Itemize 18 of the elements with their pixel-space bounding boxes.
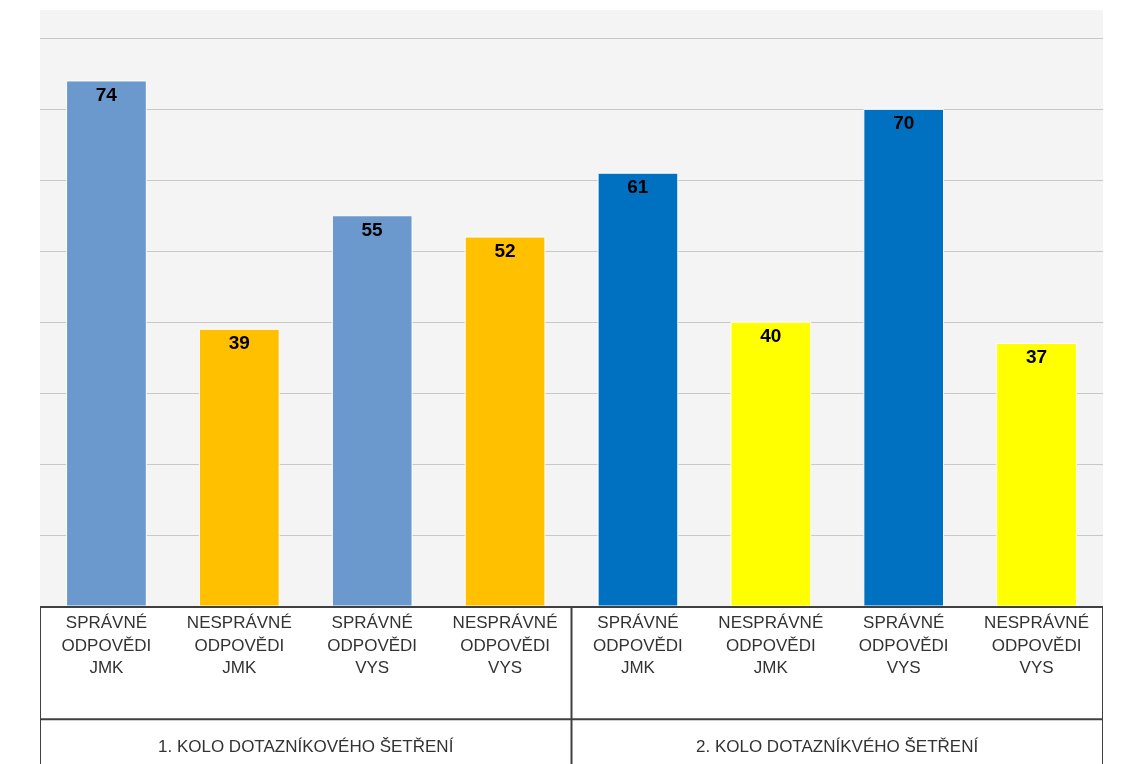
text: 2. KOLO DOTAZNÍKVÉHO ŠETŘENÍ <box>696 737 979 756</box>
data-label: 61 <box>627 176 649 198</box>
x-tick-label: NESPRÁVNÉ ODPOVĚDI VYS <box>452 613 558 677</box>
x-tick-label: SPRÁVNÉ ODPOVĚDI JMK <box>61 613 152 677</box>
data-label: 40 <box>760 325 782 347</box>
data-label: 39 <box>228 332 250 354</box>
data-label: 52 <box>494 240 516 262</box>
x-tick-label: NESPRÁVNÉ ODPOVĚDI VYS <box>984 613 1089 677</box>
x-tick-label: SPRÁVNÉ ODPOVĚDI VYS <box>327 613 418 677</box>
data-label: 37 <box>1025 346 1048 368</box>
x-tick-label: NESPRÁVNÉ ODPOVĚDI JMK <box>718 613 824 677</box>
data-label: 70 <box>893 112 915 134</box>
x-tick-label: SPRÁVNÉ ODPOVĚDI JMK <box>593 613 683 677</box>
x-tick-label: SPRÁVNÉ ODPOVĚDI VYS <box>858 613 949 677</box>
data-label: 74 <box>95 83 118 105</box>
x-tick-label: NESPRÁVNÉ ODPOVĚDI JMK <box>186 613 292 677</box>
data-label: 55 <box>361 218 383 240</box>
text: 1. KOLO DOTAZNÍKOVÉHO ŠETŘENÍ <box>158 737 454 756</box>
